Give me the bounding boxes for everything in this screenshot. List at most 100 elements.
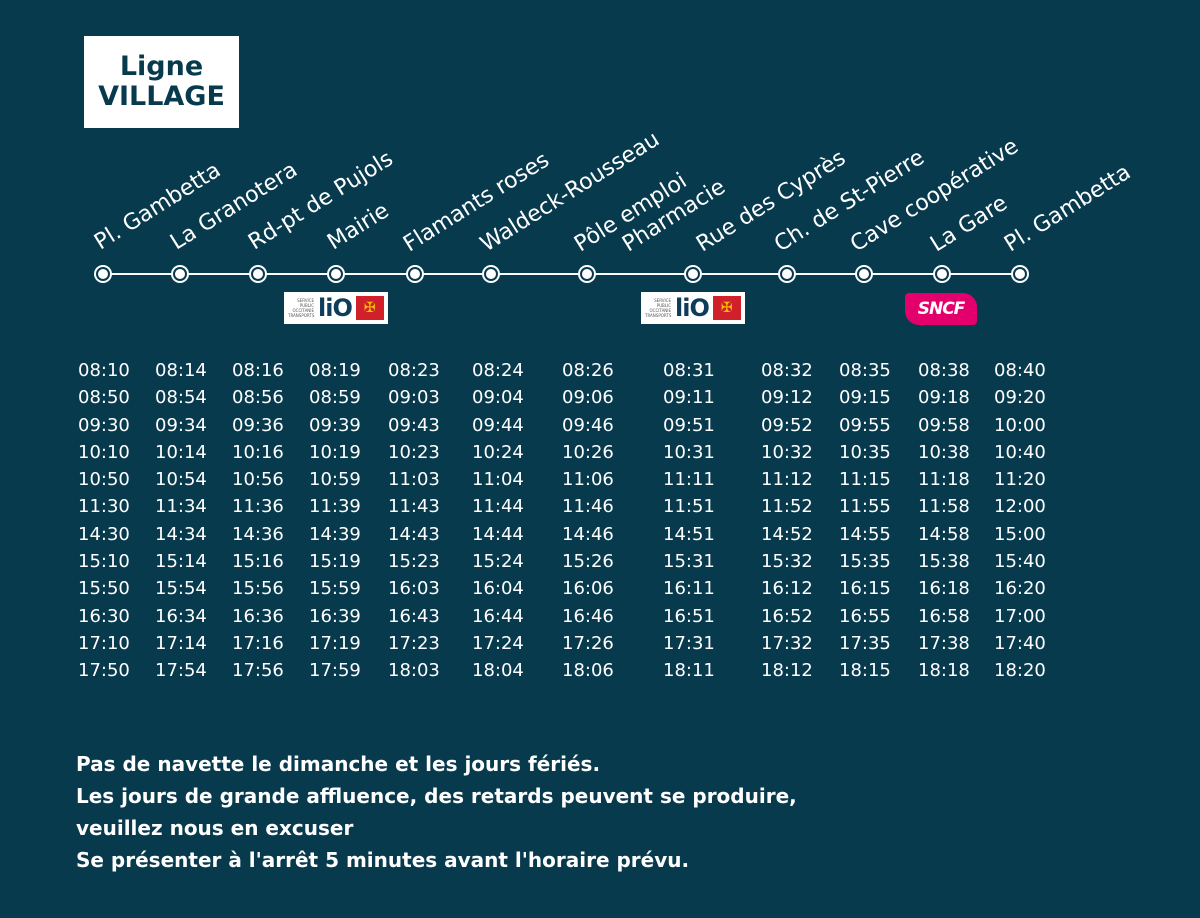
departure-time: 18:11 <box>663 660 715 682</box>
route-line <box>104 273 1022 275</box>
departure-time: 14:30 <box>78 523 130 545</box>
departure-time: 09:12 <box>761 387 813 409</box>
departure-time: 17:56 <box>232 660 284 682</box>
departure-time: 15:24 <box>472 551 524 573</box>
departure-time: 09:52 <box>761 414 813 436</box>
departure-time: 14:36 <box>232 523 284 545</box>
line-title: Ligne VILLAGE <box>84 36 239 128</box>
departure-time: 08:19 <box>309 360 361 381</box>
departure-time: 09:46 <box>562 414 614 436</box>
departure-time: 10:19 <box>309 441 361 463</box>
departure-time: 14:43 <box>388 523 440 545</box>
departure-time: 10:32 <box>761 441 813 463</box>
departure-time: 08:32 <box>761 360 813 381</box>
stop-name: Pl. Gambetta <box>90 157 226 256</box>
departure-time: 11:58 <box>918 496 970 518</box>
departure-time: 10:26 <box>562 441 614 463</box>
departure-time: 15:38 <box>918 551 970 573</box>
departure-time: 10:14 <box>155 441 207 463</box>
stop-marker <box>580 267 594 281</box>
departure-time: 08:40 <box>994 360 1046 381</box>
departure-time: 09:36 <box>232 414 284 436</box>
departure-time: 18:06 <box>562 660 614 682</box>
departure-time: 16:30 <box>78 605 130 627</box>
departure-time: 16:58 <box>918 605 970 627</box>
departure-time: 08:59 <box>309 387 361 409</box>
lio-logo-caption: SERVICE PUBLIC OCCITANIE TRANSPORTS <box>645 298 672 318</box>
departure-time: 18:20 <box>994 660 1046 682</box>
timetable-column: 08:16 08:56 09:36 10:16 10:56 11:36 14:36 15:16… <box>232 357 284 685</box>
departure-time: 17:31 <box>663 632 715 654</box>
note-line: Les jours de grande affluence, des retar… <box>76 784 797 808</box>
stop-marker <box>408 267 422 281</box>
departure-time: 09:20 <box>994 387 1046 409</box>
departure-time: 16:43 <box>388 605 440 627</box>
departure-time: 16:12 <box>761 578 813 600</box>
timetable-column: 08:40 09:20 10:00 10:40 11:20 12:00 15:00 15:40… <box>994 357 1046 685</box>
stop-name: Pl. Gambetta <box>1000 159 1136 258</box>
departure-time: 10:54 <box>155 469 207 491</box>
departure-time: 11:51 <box>663 496 715 518</box>
stop-marker <box>780 267 794 281</box>
departure-time: 17:35 <box>839 632 891 654</box>
departure-time: 08:14 <box>155 360 207 381</box>
departure-time: 09:55 <box>839 414 891 436</box>
departure-time: 15:50 <box>78 578 130 600</box>
lio-logo-text: liO <box>318 294 353 322</box>
departure-time: 17:23 <box>388 632 440 654</box>
departure-time: 17:19 <box>309 632 361 654</box>
departure-time: 08:23 <box>388 360 440 381</box>
departure-time: 10:38 <box>918 441 970 463</box>
departure-time: 11:04 <box>472 469 524 491</box>
departure-time: 09:51 <box>663 414 715 436</box>
note-line: veuillez nous en excuser <box>76 816 354 840</box>
departure-time: 15:56 <box>232 578 284 600</box>
departure-time: 09:03 <box>388 387 440 409</box>
departure-time: 09:04 <box>472 387 524 409</box>
departure-time: 18:04 <box>472 660 524 682</box>
departure-time: 09:11 <box>663 387 715 409</box>
line-title-name: VILLAGE <box>98 81 225 112</box>
timetable-column: 08:24 09:04 09:44 10:24 11:04 11:44 14:44 15:24… <box>472 357 524 685</box>
departure-time: 18:03 <box>388 660 440 682</box>
departure-time: 16:52 <box>761 605 813 627</box>
departure-time: 15:26 <box>562 551 614 573</box>
departure-time: 17:40 <box>994 632 1046 654</box>
departure-time: 09:15 <box>839 387 891 409</box>
departure-time: 11:55 <box>839 496 891 518</box>
departure-time: 16:39 <box>309 605 361 627</box>
departure-time: 11:11 <box>663 469 715 491</box>
stop-marker <box>329 267 343 281</box>
departure-time: 18:15 <box>839 660 891 682</box>
departure-time: 11:34 <box>155 496 207 518</box>
departure-time: 09:58 <box>918 414 970 436</box>
departure-time: 15:23 <box>388 551 440 573</box>
departure-time: 09:39 <box>309 414 361 436</box>
departure-time: 10:00 <box>994 414 1046 436</box>
departure-time: 16:15 <box>839 578 891 600</box>
occitanie-cross-icon: ✠ <box>355 296 384 320</box>
departure-time: 11:30 <box>78 496 130 518</box>
departure-time: 10:40 <box>994 441 1046 463</box>
stop-marker <box>484 267 498 281</box>
timetable-column: 08:26 09:06 09:46 10:26 11:06 11:46 14:46 15:26… <box>562 357 614 685</box>
departure-time: 18:18 <box>918 660 970 682</box>
departure-time: 08:38 <box>918 360 970 381</box>
departure-time: 15:00 <box>994 523 1046 545</box>
departure-time: 10:24 <box>472 441 524 463</box>
departure-time: 14:39 <box>309 523 361 545</box>
departure-time: 14:46 <box>562 523 614 545</box>
departure-time: 15:31 <box>663 551 715 573</box>
departure-time: 08:54 <box>155 387 207 409</box>
sncf-logo: SNCF <box>905 293 977 325</box>
departure-time: 11:15 <box>839 469 891 491</box>
departure-time: 11:18 <box>918 469 970 491</box>
departure-time: 08:26 <box>562 360 614 381</box>
departure-time: 14:44 <box>472 523 524 545</box>
timetable-column: 08:32 09:12 09:52 10:32 11:12 11:52 14:52 15:32… <box>761 357 813 685</box>
departure-time: 10:10 <box>78 441 130 463</box>
departure-time: 17:59 <box>309 660 361 682</box>
stop-marker <box>96 267 110 281</box>
departure-time: 15:10 <box>78 551 130 573</box>
departure-time: 08:10 <box>78 360 130 381</box>
